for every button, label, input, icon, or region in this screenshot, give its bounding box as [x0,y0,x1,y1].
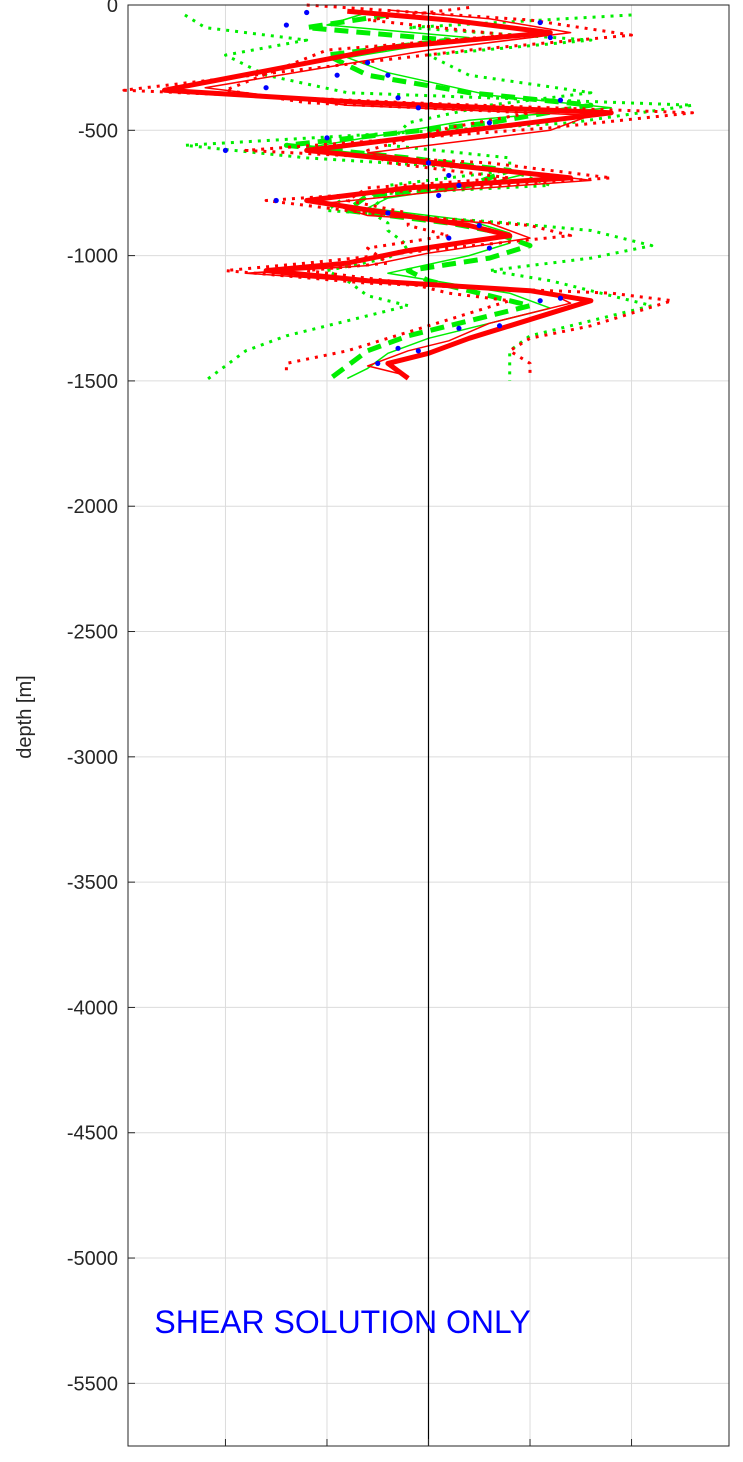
series-line [224,6,532,376]
data-point [375,360,381,366]
data-point [273,197,279,204]
x-tick-label: 0 [423,1460,434,1462]
data-point [415,105,421,111]
data-point [547,34,553,41]
data-point [334,72,340,78]
y-tick-label: -5500 [67,1373,118,1395]
y-tick-label: -500 [78,120,118,142]
y-tick-labels: 0 -500 -1000 -1500 -2000 -2500 -3000 -3500 -4000… [67,0,135,1395]
y-tick-label: -4000 [67,997,118,1019]
y-tick-label: -4500 [67,1123,118,1145]
data-point [446,172,452,179]
y-tick-label: 0 [107,0,118,17]
data-point [364,60,371,66]
data-point [425,160,432,166]
data-point [283,22,289,28]
data-point [385,210,391,216]
y-tick-label: -1500 [67,371,118,393]
y-tick-label: -3000 [67,747,118,769]
data-point [486,120,493,126]
y-tick-label: -2000 [67,496,118,518]
data-point [557,295,564,301]
x-tick-label: -5 [318,1460,336,1462]
series-line [204,9,592,377]
data-point [476,222,482,229]
x-tick-labels: -10 -5 0 5 10 [211,1439,643,1462]
points-layer [222,9,564,366]
data-point [557,97,564,103]
data-point [537,19,543,26]
data-point [446,235,452,241]
series-line [162,8,614,381]
series-layer [122,3,694,383]
data-point [456,182,462,189]
data-point [436,192,442,199]
series-line [183,13,694,381]
data-point [324,135,330,141]
series-line [204,13,632,383]
data-point [456,325,462,331]
x-tick-label: -10 [211,1460,240,1462]
y-tick-label: -3500 [67,872,118,894]
data-point [385,72,391,78]
y-axis-label: depth [m] [14,675,36,758]
data-point [537,298,543,304]
data-point [496,323,503,329]
y-tick-label: -1000 [67,246,118,268]
data-point [486,245,493,251]
annotation-text: SHEAR SOLUTION ONLY [154,1304,530,1340]
data-point [263,85,269,91]
data-point [222,147,229,153]
x-tick-label: 5 [524,1460,535,1462]
y-tick-label: -5000 [67,1248,118,1270]
data-point [304,9,310,16]
y-tick-label: -2500 [67,622,118,644]
data-point [415,348,421,354]
x-tick-label: 10 [620,1460,642,1462]
data-point [395,95,401,101]
data-point [395,345,401,351]
